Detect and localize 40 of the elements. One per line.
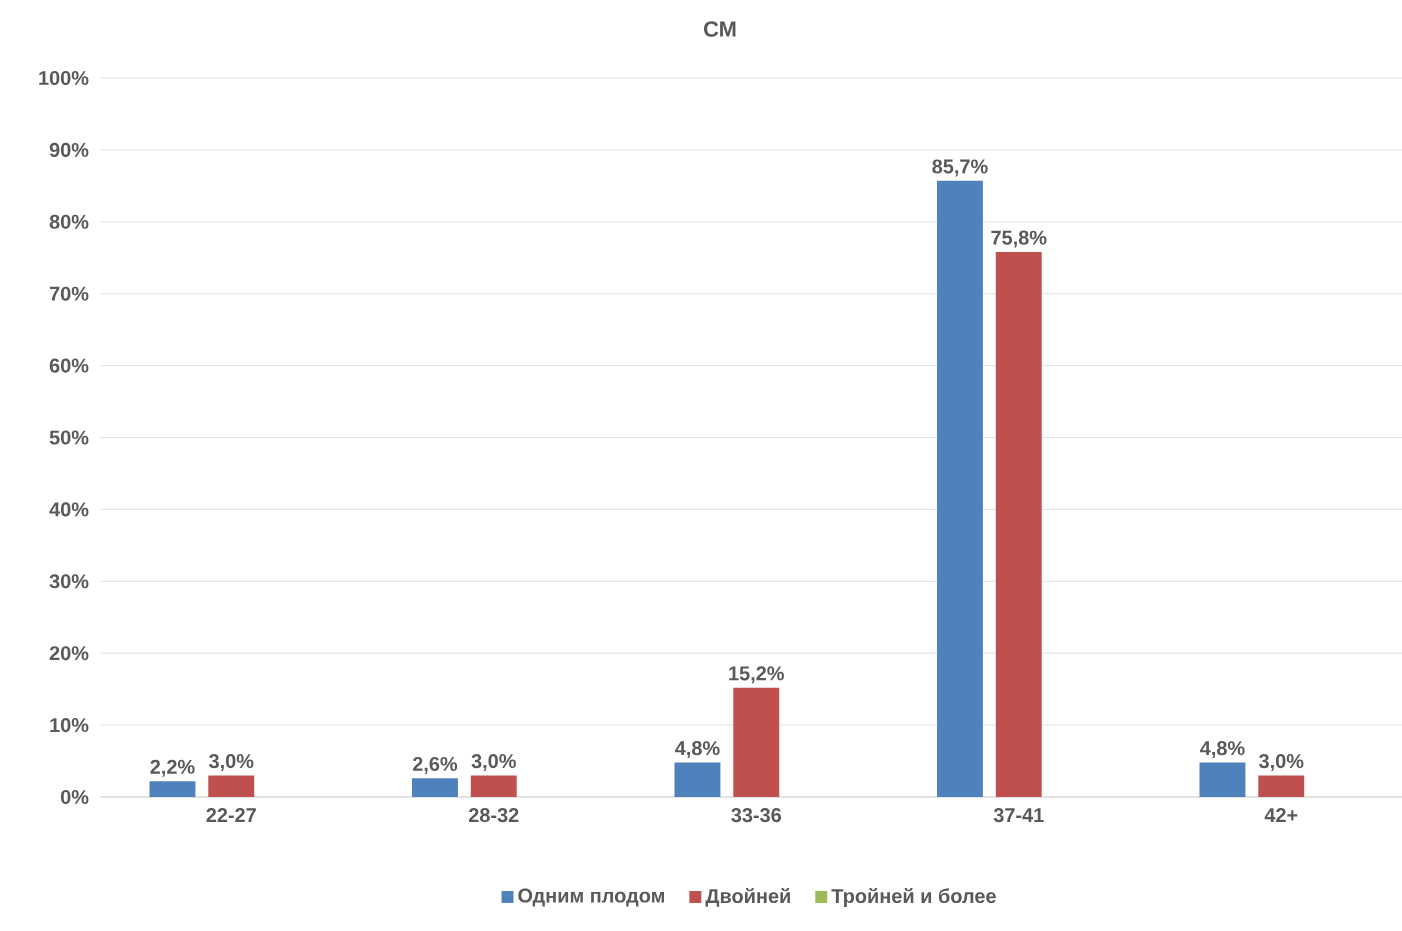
- data-label: 75,8%: [991, 230, 1047, 248]
- x-tick-label: 22-27: [206, 808, 256, 822]
- bar: [936, 180, 983, 797]
- bar: [411, 778, 458, 797]
- legend-label: Одним плодом: [518, 888, 664, 907]
- y-tick-label: 80%: [49, 214, 89, 229]
- y-tick-label: 50%: [49, 430, 89, 445]
- bar: [674, 762, 721, 797]
- data-label: 4,8%: [1200, 741, 1245, 759]
- bar: [1199, 762, 1246, 797]
- bar: [733, 687, 780, 797]
- bar: [1258, 775, 1305, 797]
- data-label: 2,6%: [412, 756, 458, 774]
- data-label: 3,0%: [1259, 754, 1304, 772]
- data-label: 15,2%: [729, 666, 784, 684]
- bar: [208, 775, 255, 797]
- y-tick-label: 10%: [50, 718, 89, 733]
- bar: [149, 781, 196, 797]
- bar: [470, 775, 517, 797]
- x-tick-label: 37-41: [993, 808, 1044, 823]
- y-tick-label: 90%: [49, 142, 89, 157]
- data-label: 3,0%: [209, 754, 254, 772]
- y-tick-label: 0%: [60, 789, 89, 805]
- y-tick-label: 100%: [39, 70, 89, 86]
- bar: [995, 251, 1042, 797]
- y-tick-label: 60%: [49, 358, 89, 373]
- y-tick-label: 70%: [49, 286, 89, 301]
- data-label: 3,0%: [471, 754, 516, 772]
- data-label: 85,7%: [932, 159, 988, 177]
- x-tick-label: 28-32: [468, 808, 519, 823]
- x-tick-label: 33-36: [731, 808, 782, 823]
- x-tick-label: 42+: [1264, 808, 1298, 822]
- chart-title: СМ: [704, 21, 736, 37]
- data-label: 4,8%: [675, 741, 720, 759]
- y-tick-label: 30%: [49, 574, 89, 589]
- data-label: 2,2%: [150, 759, 195, 777]
- legend-label: Двойней: [705, 888, 790, 907]
- y-tick-label: 40%: [49, 502, 89, 517]
- legend-label: Тройней и более: [831, 888, 996, 908]
- y-tick-label: 20%: [49, 646, 89, 661]
